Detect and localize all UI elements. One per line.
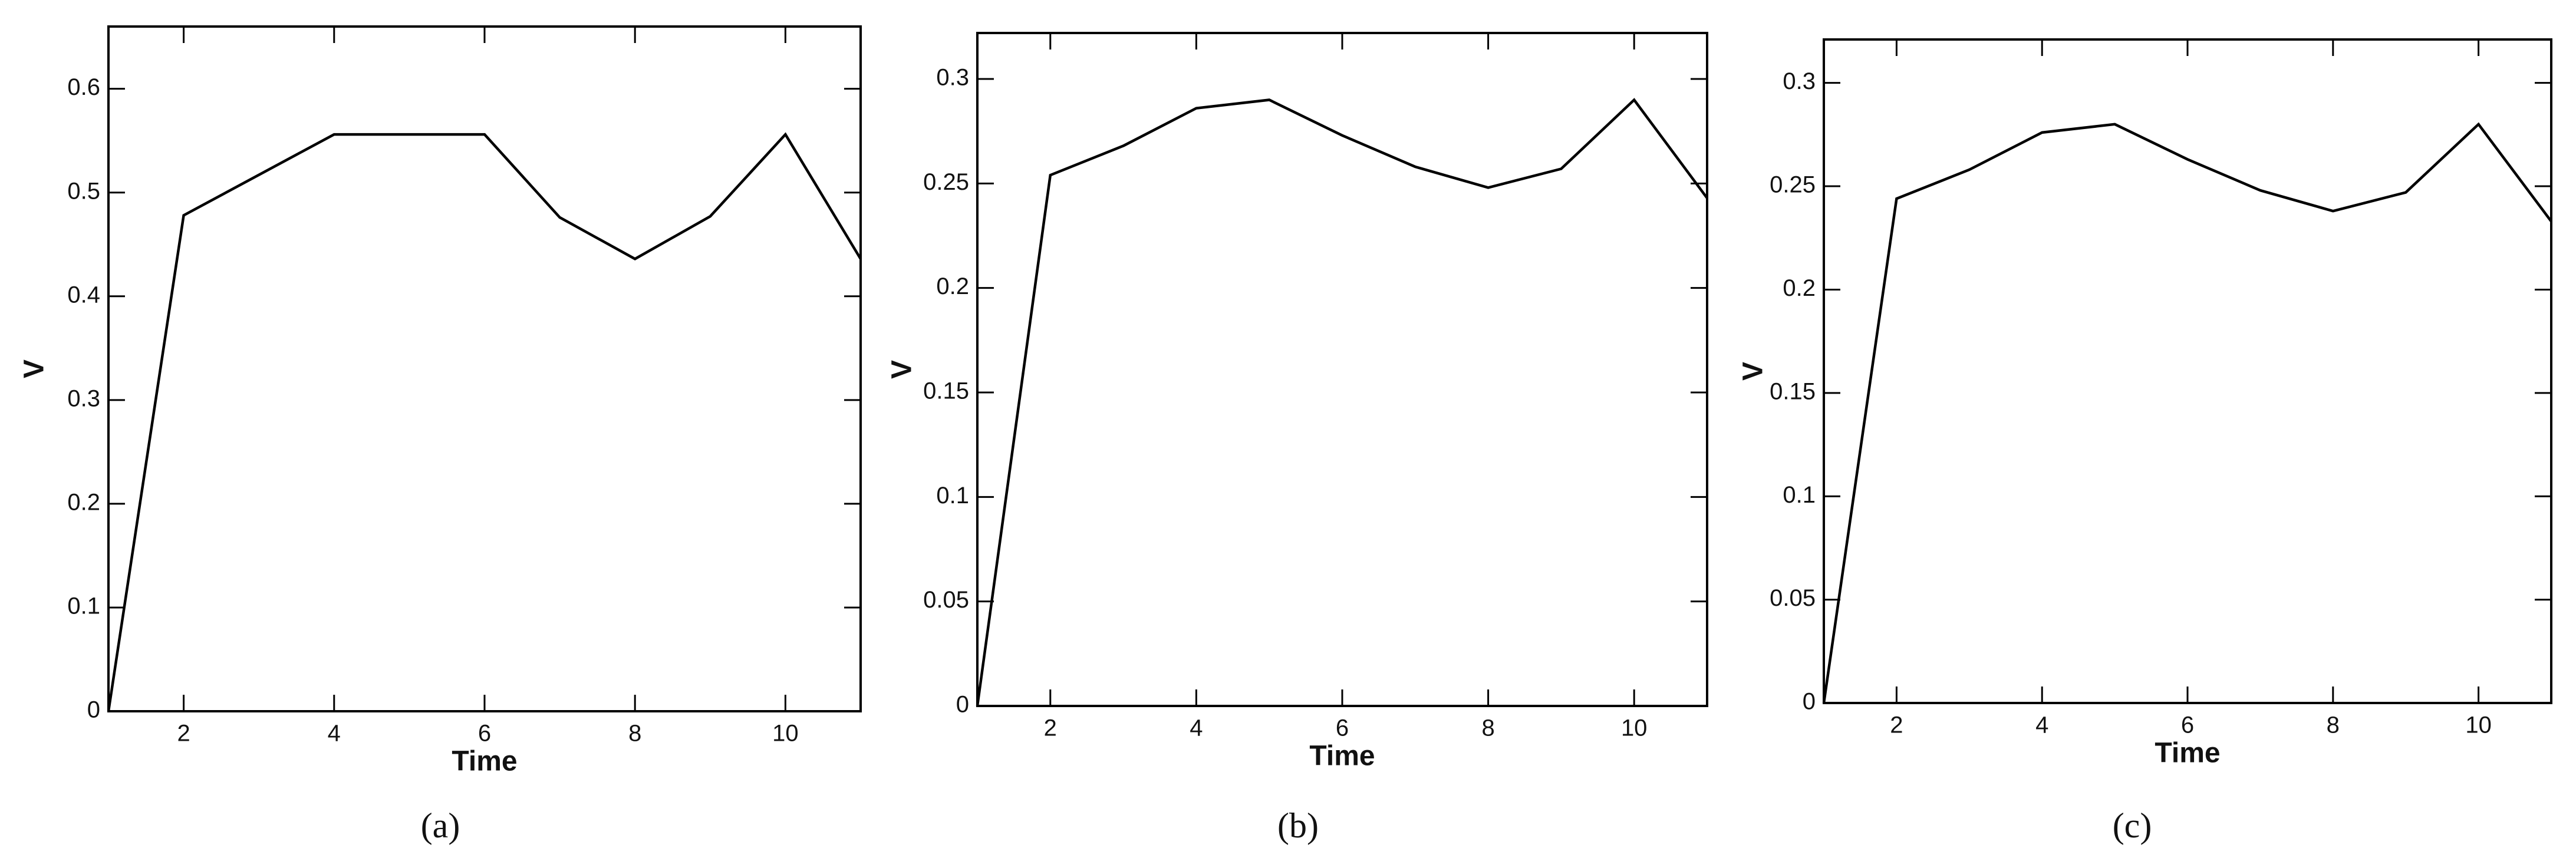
caption: (a) [421, 806, 460, 845]
y-tick-label: 0.2 [1783, 275, 1816, 301]
data-line [107, 132, 862, 712]
y-tick-label: 0.2 [67, 489, 100, 515]
y-tick-label: 0.15 [923, 378, 969, 404]
x-axis-label: Time [452, 746, 517, 777]
y-tick-label: 0.05 [1770, 585, 1816, 611]
data-line [1822, 122, 2552, 704]
x-tick-label: 8 [1481, 715, 1494, 741]
y-tick-label: 0.3 [1783, 68, 1816, 94]
y-tick-label: 0.3 [936, 65, 969, 91]
y-tick-label: 0.15 [1770, 378, 1816, 404]
y-tick-label: 0 [1803, 689, 1816, 715]
x-axis-label: Time [1309, 741, 1375, 772]
x-tick-label: 6 [1336, 715, 1349, 741]
y-tick-label: 0.2 [936, 273, 969, 299]
caption: (b) [1277, 806, 1319, 845]
x-tick-label: 4 [1190, 715, 1203, 741]
x-tick-label: 8 [2327, 712, 2340, 738]
y-tick-label: 0.3 [67, 385, 100, 411]
x-tick-label: 10 [772, 721, 799, 747]
y-tick-label: 0.25 [923, 169, 969, 195]
y-axis-label: V [887, 360, 918, 379]
plot-frame [107, 25, 862, 712]
x-tick-label: 6 [2181, 712, 2194, 738]
x-tick-label: 2 [1044, 715, 1057, 741]
y-tick-label: 0 [956, 692, 969, 718]
x-tick-label: 2 [177, 721, 190, 747]
x-tick-label: 2 [1890, 712, 1903, 738]
x-tick-label: 6 [478, 721, 491, 747]
y-tick-label: 0.1 [1783, 482, 1816, 508]
x-tick-label: 4 [328, 721, 341, 747]
x-tick-label: 8 [628, 721, 641, 747]
y-tick-label: 0.4 [67, 282, 100, 308]
y-tick-label: 0.1 [936, 483, 969, 509]
y-tick-label: 0.6 [67, 74, 100, 100]
x-tick-label: 4 [2035, 712, 2048, 738]
y-tick-label: 0.25 [1770, 172, 1816, 198]
y-tick-label: 0.1 [67, 593, 100, 619]
x-tick-label: 10 [2465, 712, 2492, 738]
x-axis-label: Time [2155, 738, 2220, 769]
plot-frame [1823, 38, 2552, 704]
caption: (c) [2113, 806, 2152, 845]
x-tick-label: 10 [1621, 715, 1648, 741]
y-axis-label: V [1738, 362, 1769, 381]
y-tick-label: 0.5 [67, 178, 100, 204]
data-line [976, 98, 1708, 707]
y-tick-label: 0 [87, 697, 100, 723]
y-tick-label: 0.05 [923, 587, 969, 613]
y-axis-label: V [19, 359, 50, 378]
